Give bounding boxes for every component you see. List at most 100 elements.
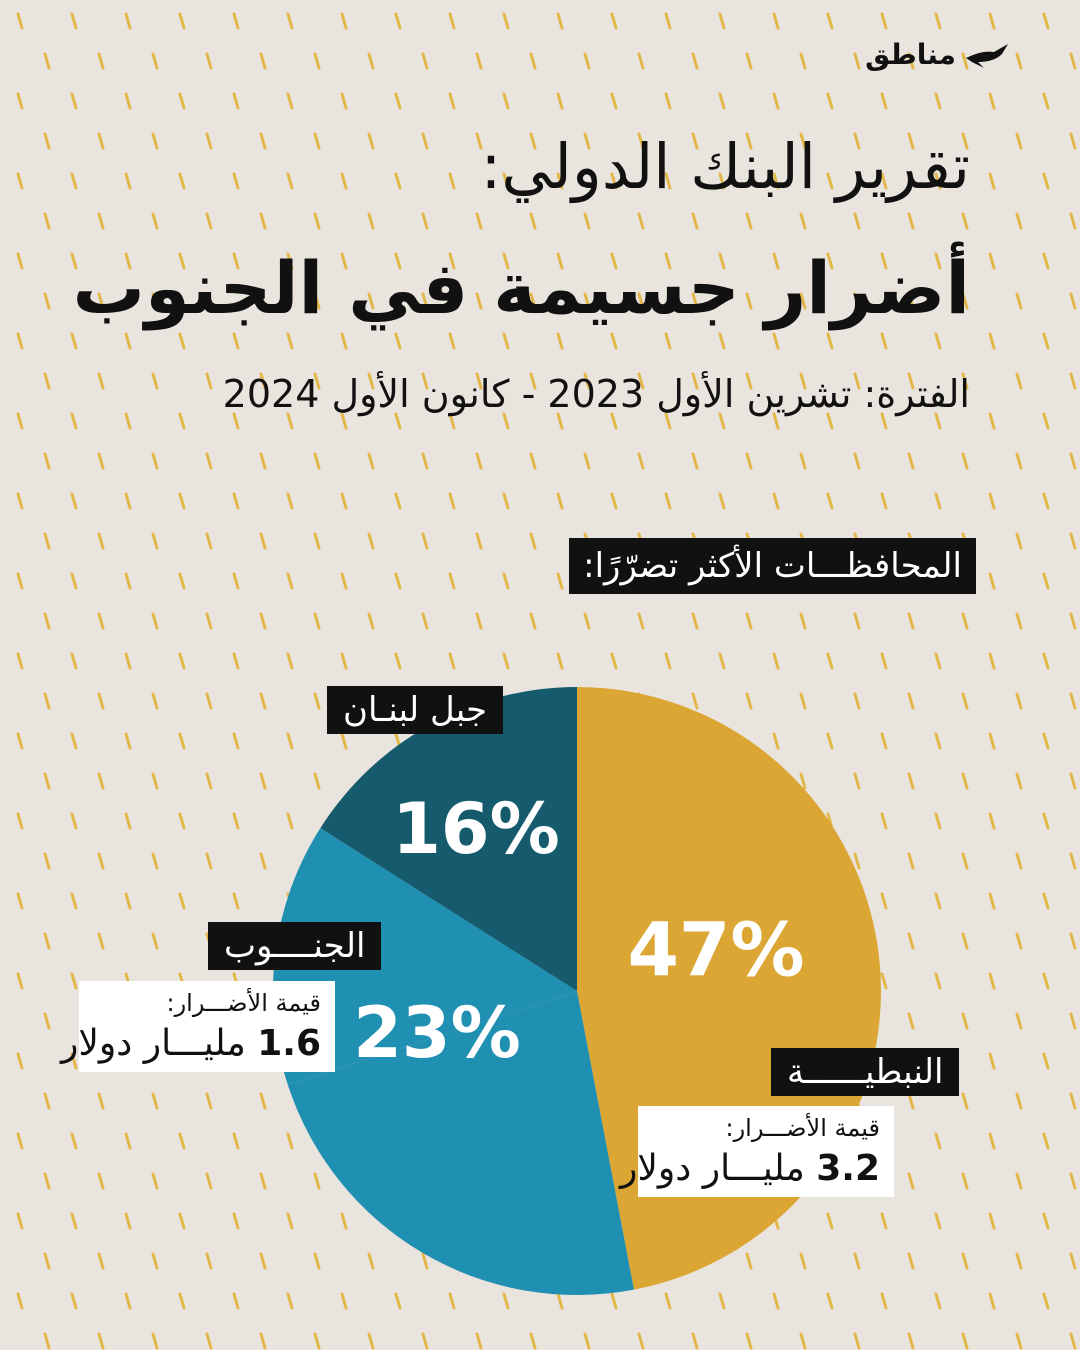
- pattern-dash: [151, 1172, 159, 1190]
- pattern-dash: [961, 372, 969, 390]
- pattern-dash: [151, 612, 159, 630]
- pattern-dash: [961, 132, 969, 150]
- pattern-dash: [1042, 332, 1050, 350]
- pattern-dash: [286, 92, 294, 110]
- pattern-dash: [502, 332, 510, 350]
- pattern-dash: [394, 652, 402, 670]
- pattern-dash: [124, 172, 132, 190]
- pattern-dash: [151, 932, 159, 950]
- pattern-dash: [610, 12, 618, 30]
- pattern-dash: [1015, 1092, 1023, 1110]
- pattern-dash: [583, 612, 591, 630]
- pattern-dash: [502, 12, 510, 30]
- pattern-dash: [961, 1332, 969, 1350]
- pattern-dash: [610, 92, 618, 110]
- pattern-dash: [367, 132, 375, 150]
- pattern-dash: [853, 852, 861, 870]
- pattern-dash: [664, 492, 672, 510]
- pattern-dash: [97, 1332, 105, 1350]
- pattern-dash: [1069, 372, 1077, 390]
- pattern-dash: [313, 452, 321, 470]
- pattern-dash: [448, 492, 456, 510]
- pattern-dash: [124, 492, 132, 510]
- pattern-dash: [1042, 492, 1050, 510]
- pattern-dash: [610, 652, 618, 670]
- pattern-dash: [529, 612, 537, 630]
- pattern-dash: [232, 652, 240, 670]
- pattern-dash: [637, 132, 645, 150]
- pattern-dash: [475, 612, 483, 630]
- pattern-dash: [799, 772, 807, 790]
- pattern-dash: [286, 812, 294, 830]
- pattern-dash: [853, 612, 861, 630]
- pattern-dash: [988, 652, 996, 670]
- pattern-dash: [907, 212, 915, 230]
- pattern-dash: [313, 292, 321, 310]
- pattern-dash: [43, 212, 51, 230]
- pattern-dash: [16, 252, 24, 270]
- pattern-dash: [70, 332, 78, 350]
- pattern-dash: [232, 732, 240, 750]
- pattern-dash: [286, 732, 294, 750]
- pattern-dash: [448, 412, 456, 430]
- pattern-dash: [16, 972, 24, 990]
- pattern-dash: [556, 92, 564, 110]
- pattern-dash: [340, 1212, 348, 1230]
- pattern-dash: [367, 532, 375, 550]
- title-line-1: تقرير البنك الدولي:: [480, 130, 970, 203]
- pattern-dash: [1069, 52, 1077, 70]
- pattern-dash: [70, 172, 78, 190]
- pattern-dash: [610, 412, 618, 430]
- pattern-dash: [637, 452, 645, 470]
- pattern-dash: [313, 772, 321, 790]
- pattern-dash: [1042, 172, 1050, 190]
- pattern-dash: [340, 172, 348, 190]
- pattern-dash: [475, 452, 483, 470]
- pattern-dash: [934, 892, 942, 910]
- pattern-dash: [691, 612, 699, 630]
- pattern-dash: [664, 332, 672, 350]
- pattern-dash: [259, 772, 267, 790]
- pattern-dash: [826, 332, 834, 350]
- pattern-dash: [286, 572, 294, 590]
- pie-slice: [287, 991, 634, 1295]
- pattern-dash: [313, 532, 321, 550]
- pattern-dash: [205, 292, 213, 310]
- pattern-dash: [853, 132, 861, 150]
- pattern-dash: [43, 372, 51, 390]
- pattern-dash: [205, 612, 213, 630]
- pattern-dash: [1069, 1172, 1077, 1190]
- pattern-dash: [745, 612, 753, 630]
- pattern-dash: [151, 132, 159, 150]
- pattern-dash: [502, 172, 510, 190]
- pattern-dash: [124, 252, 132, 270]
- pattern-dash: [664, 92, 672, 110]
- pattern-dash: [772, 732, 780, 750]
- pattern-dash: [43, 52, 51, 70]
- pattern-dash: [880, 1292, 888, 1310]
- pattern-dash: [367, 292, 375, 310]
- title-line-2: أضرار جسيمة في الجنوب: [72, 246, 970, 330]
- pattern-dash: [313, 1252, 321, 1270]
- pattern-dash: [448, 1292, 456, 1310]
- pattern-dash: [97, 1252, 105, 1270]
- pie-value-label: 47%: [627, 908, 804, 994]
- pattern-dash: [178, 1132, 186, 1150]
- pattern-dash: [637, 212, 645, 230]
- pattern-dash: [988, 92, 996, 110]
- pattern-dash: [124, 1212, 132, 1230]
- pattern-dash: [907, 1092, 915, 1110]
- pattern-dash: [529, 532, 537, 550]
- pattern-dash: [259, 1252, 267, 1270]
- pattern-dash: [961, 692, 969, 710]
- pattern-dash: [205, 1252, 213, 1270]
- pattern-dash: [367, 452, 375, 470]
- pattern-dash: [448, 92, 456, 110]
- pattern-dash: [988, 812, 996, 830]
- pattern-dash: [97, 692, 105, 710]
- pattern-dash: [853, 452, 861, 470]
- pattern-dash: [97, 52, 105, 70]
- pattern-dash: [43, 692, 51, 710]
- pattern-dash: [448, 252, 456, 270]
- pattern-dash: [1069, 772, 1077, 790]
